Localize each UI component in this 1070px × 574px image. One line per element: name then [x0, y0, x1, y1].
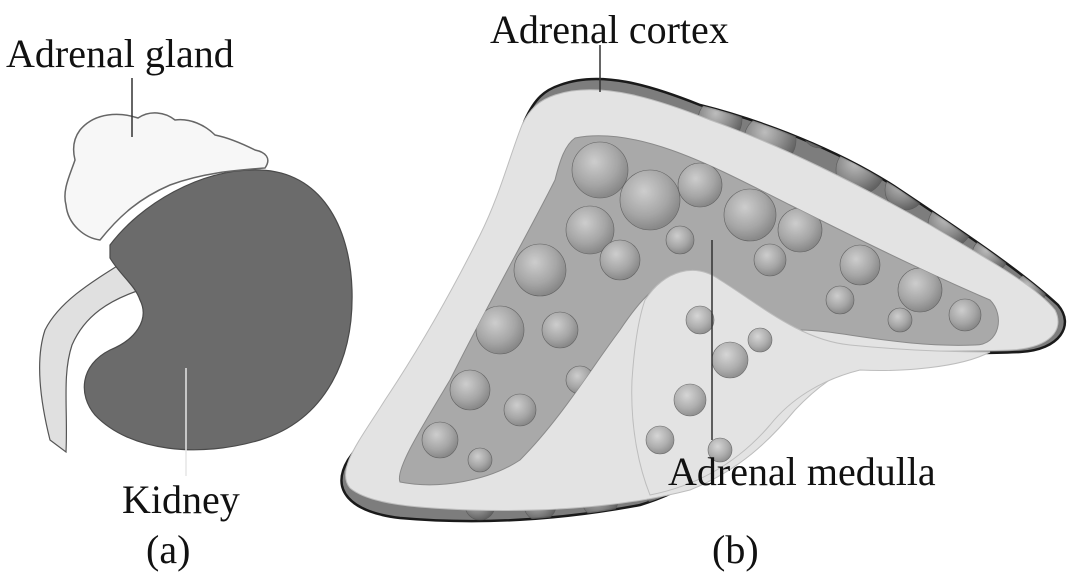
medulla-cell: [475, 305, 525, 355]
panel-a: [38, 78, 353, 476]
tissue-cell: [801, 111, 839, 149]
medulla-cell: [723, 188, 777, 242]
medulla-cell: [677, 162, 723, 208]
inner-cell: [685, 305, 715, 335]
ureter: [38, 257, 141, 454]
inner-cell: [673, 383, 707, 417]
medulla-cell: [571, 141, 629, 199]
inner-cell: [645, 425, 675, 455]
inner-cell-texture: [645, 305, 773, 463]
medulla-cell: [619, 169, 681, 231]
medulla-cell: [887, 307, 913, 333]
tissue-cell: [825, 97, 855, 127]
tissue-cell: [887, 147, 913, 173]
inner-cell: [707, 437, 733, 463]
caption-a: (a): [146, 527, 191, 572]
caption-b: (b): [712, 527, 759, 572]
medulla-cell: [541, 311, 579, 349]
kidney: [83, 169, 353, 451]
medulla-cell: [753, 243, 787, 277]
inner-cell: [711, 341, 749, 379]
medulla-cell: [565, 205, 615, 255]
medulla-cell: [599, 239, 641, 281]
inner-cell: [747, 327, 773, 353]
medulla-cell: [449, 369, 491, 411]
adrenal-cortex-label: Adrenal cortex: [490, 7, 729, 52]
medulla-cell-texture: [421, 141, 982, 473]
adrenal-gland-label: Adrenal gland: [6, 31, 234, 76]
medulla-cell: [421, 421, 459, 459]
panel-b: [340, 45, 1067, 523]
medulla-cell: [467, 447, 493, 473]
adrenal-medulla-label: Adrenal medulla: [668, 449, 936, 494]
medulla-cell: [665, 225, 695, 255]
kidney-label: Kidney: [122, 477, 240, 522]
medulla-cell: [825, 285, 855, 315]
medulla-cell: [839, 244, 881, 286]
medulla-cell: [513, 243, 567, 297]
medulla-cell: [948, 298, 982, 332]
medulla-cell: [503, 393, 537, 427]
adrenal-gland: [64, 112, 269, 241]
